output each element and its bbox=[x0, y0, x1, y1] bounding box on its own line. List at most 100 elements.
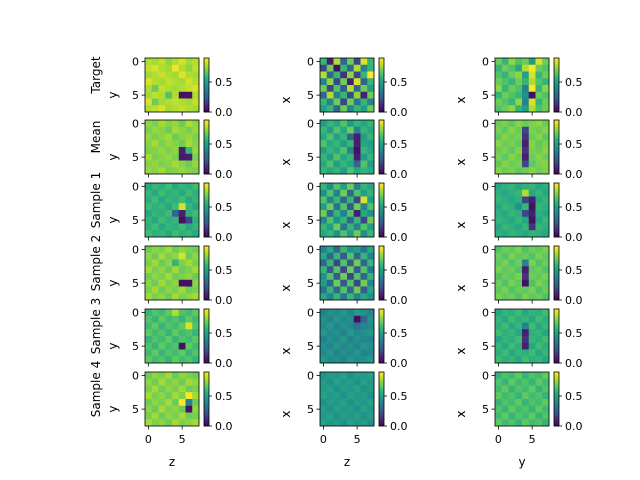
heatmap-cell bbox=[172, 58, 180, 66]
heatmap-cell bbox=[542, 91, 550, 99]
heatmap-cell bbox=[145, 279, 153, 287]
heatmap-cell bbox=[347, 419, 355, 427]
heatmap-cell bbox=[333, 273, 341, 281]
colorbar-segment bbox=[554, 271, 559, 274]
colorbar-segment bbox=[379, 323, 384, 326]
heatmap-cell bbox=[501, 349, 509, 357]
heatmap-cell bbox=[522, 349, 530, 357]
heatmap-cell bbox=[165, 378, 173, 386]
colorbar-segment bbox=[379, 95, 384, 98]
heatmap-cell bbox=[333, 210, 341, 218]
colorbar-segment bbox=[554, 163, 559, 166]
colorbar-segment bbox=[379, 110, 384, 113]
heatmap-cell bbox=[367, 223, 375, 231]
heatmap-cell bbox=[515, 392, 523, 400]
heatmap-cell bbox=[360, 160, 368, 168]
colorbar-segment bbox=[379, 262, 384, 265]
colorbar-segment bbox=[554, 409, 559, 412]
heatmap-cell bbox=[535, 246, 543, 254]
heatmap-cell bbox=[535, 419, 543, 427]
colorbar-segment bbox=[204, 192, 209, 195]
heatmap-cell bbox=[326, 210, 334, 218]
heatmap-cell bbox=[151, 91, 159, 99]
colorbar-segment bbox=[554, 406, 559, 409]
heatmap-cell bbox=[172, 378, 180, 386]
heatmap-cell bbox=[508, 349, 516, 357]
colorbar-segment bbox=[554, 325, 559, 328]
heatmap-cell bbox=[542, 329, 550, 337]
heatmap-cell bbox=[145, 246, 153, 254]
heatmap-cell bbox=[340, 105, 348, 113]
colorbar-segment bbox=[379, 287, 384, 290]
colorbar-segment bbox=[554, 395, 559, 398]
heatmap-cell bbox=[353, 315, 361, 323]
heatmap-cell bbox=[495, 140, 503, 148]
heatmap-cell bbox=[326, 120, 334, 128]
colorbar-segment bbox=[379, 211, 384, 214]
heatmap-cell bbox=[360, 378, 368, 386]
colorbar-segment bbox=[204, 312, 209, 315]
heatmap-cell bbox=[178, 309, 186, 317]
heatmap-cell bbox=[320, 223, 328, 231]
heatmap-cell bbox=[145, 392, 153, 400]
heatmap-cell bbox=[326, 349, 334, 357]
heatmap-cell bbox=[508, 210, 516, 218]
colorbar-segment bbox=[204, 199, 209, 202]
heatmap-cell bbox=[353, 252, 361, 260]
colorbar-segment bbox=[379, 298, 384, 301]
colorbar-segment bbox=[204, 357, 209, 360]
colorbar-segment bbox=[204, 291, 209, 294]
heatmap-cell bbox=[528, 385, 536, 393]
colorbar-segment bbox=[204, 348, 209, 351]
heatmap-cell bbox=[353, 189, 361, 197]
colorbar-segment bbox=[379, 220, 384, 223]
heatmap-cell bbox=[515, 385, 523, 393]
heatmap-cell bbox=[340, 372, 348, 380]
heatmap-cell bbox=[320, 336, 328, 344]
heatmap-cell bbox=[333, 133, 341, 141]
y-axis-label: x bbox=[454, 410, 468, 417]
colorbar-segment bbox=[554, 134, 559, 137]
heatmap-cell bbox=[495, 216, 503, 224]
colorbar-segment bbox=[379, 104, 384, 107]
colorbar-segment bbox=[379, 81, 384, 84]
heatmap-cell bbox=[158, 309, 166, 317]
row-label: Sample 3 bbox=[89, 298, 103, 354]
heatmap-cell bbox=[340, 78, 348, 86]
heatmap-cell bbox=[360, 216, 368, 224]
colorbar-segment bbox=[554, 381, 559, 384]
heatmap-cell bbox=[326, 329, 334, 337]
colorbar-segment bbox=[204, 287, 209, 290]
heatmap-cell bbox=[172, 91, 180, 99]
heatmap-cell bbox=[326, 140, 334, 148]
heatmap-cell bbox=[367, 91, 375, 99]
colorbar-segment bbox=[554, 231, 559, 234]
colorbar-segment bbox=[204, 402, 209, 405]
heatmap-cell bbox=[320, 356, 328, 364]
heatmap-cell bbox=[172, 392, 180, 400]
colorbar-frame bbox=[378, 182, 385, 238]
heatmap-cell bbox=[172, 246, 180, 254]
heatmap-cell bbox=[178, 378, 186, 386]
colorbar-segment bbox=[379, 206, 384, 209]
heatmap-cell bbox=[158, 140, 166, 148]
heatmap-cell bbox=[535, 329, 543, 337]
heatmap-cell bbox=[165, 133, 173, 141]
heatmap-cell bbox=[353, 405, 361, 413]
heatmap-cell bbox=[178, 329, 186, 337]
heatmap-cell bbox=[178, 71, 186, 79]
heatmap-cell bbox=[320, 58, 328, 66]
colorbar-segment bbox=[554, 168, 559, 171]
colorbar-segment bbox=[554, 273, 559, 276]
heatmap-cell bbox=[178, 293, 186, 301]
heatmap-cell bbox=[185, 252, 193, 260]
heatmap-cell bbox=[522, 167, 530, 175]
heatmap-cell bbox=[192, 399, 200, 407]
heatmap-cell bbox=[172, 293, 180, 301]
colorbar-tick-label: 0.0 bbox=[215, 294, 233, 307]
colorbar-segment bbox=[204, 256, 209, 259]
colorbar-segment bbox=[204, 58, 209, 61]
colorbar-segment bbox=[554, 354, 559, 357]
colorbar-segment bbox=[204, 274, 209, 277]
heatmap-cell bbox=[192, 210, 200, 218]
